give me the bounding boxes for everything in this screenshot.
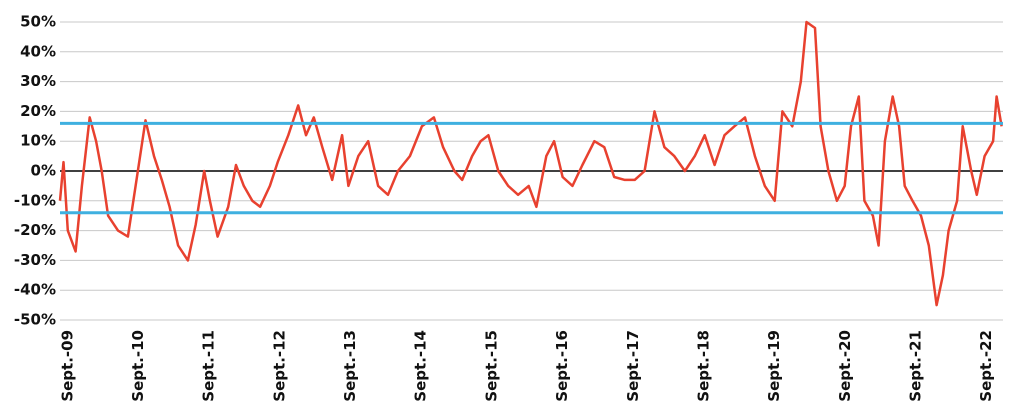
y-tick-label: -40% [14,281,56,299]
y-tick-label: -50% [14,311,56,329]
x-tick-label: Sept.-22 [977,330,995,402]
y-tick-label: 40% [20,42,56,60]
x-tick-label: Sept.-18 [694,330,712,402]
y-tick-label: -20% [14,221,56,239]
y-tick-label: 10% [20,132,56,150]
y-tick-label: -30% [14,251,56,269]
y-tick-label: 50% [20,13,56,31]
y-tick-label: 0% [31,162,56,180]
x-tick-label: Sept.-12 [270,330,288,402]
x-tick-label: Sept.-11 [200,330,218,402]
y-tick-label: 30% [20,72,56,90]
x-tick-label: Sept.-19 [765,330,783,402]
x-tick-label: Sept.-16 [553,330,571,402]
x-tick-label: Sept.-14 [412,330,430,402]
x-tick-label: Sept.-15 [482,330,500,402]
y-tick-label: 20% [20,102,56,120]
x-tick-label: Sept.-17 [624,330,642,402]
x-tick-label: Sept.-13 [341,330,359,402]
x-tick-label: Sept.-20 [836,330,854,402]
series-line [58,20,1003,307]
y-tick-label: -10% [14,191,56,209]
x-tick-label: Sept.-21 [907,330,925,402]
x-tick-label: Sept.-09 [58,330,76,402]
x-tick-label: Sept.-10 [129,330,147,402]
